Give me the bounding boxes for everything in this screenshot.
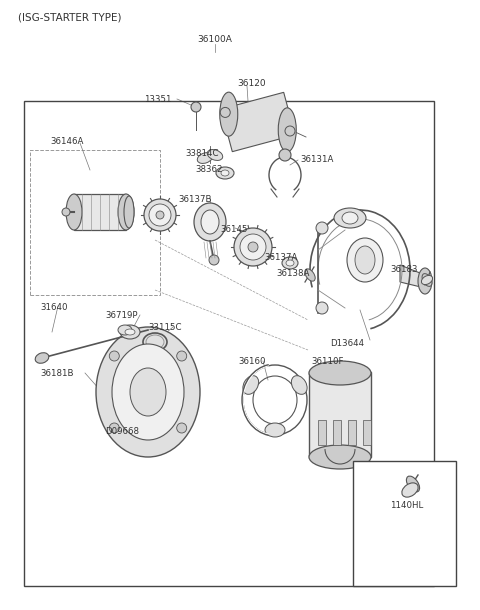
- Ellipse shape: [96, 327, 200, 457]
- Ellipse shape: [35, 353, 49, 364]
- Bar: [30, 150, 160, 295]
- Ellipse shape: [197, 152, 213, 163]
- Ellipse shape: [334, 208, 366, 228]
- Ellipse shape: [220, 107, 230, 117]
- Ellipse shape: [221, 170, 229, 176]
- Text: 36181B: 36181B: [40, 368, 73, 378]
- Polygon shape: [400, 265, 425, 288]
- Ellipse shape: [316, 222, 328, 234]
- Ellipse shape: [130, 368, 166, 416]
- Ellipse shape: [355, 246, 375, 274]
- Ellipse shape: [422, 274, 432, 286]
- Ellipse shape: [407, 476, 420, 492]
- Text: 38362: 38362: [195, 165, 223, 174]
- Bar: [24, 101, 434, 586]
- Ellipse shape: [149, 204, 171, 226]
- Ellipse shape: [234, 228, 272, 266]
- Ellipse shape: [309, 361, 371, 385]
- Ellipse shape: [144, 199, 176, 231]
- Text: D09668: D09668: [105, 428, 139, 437]
- Ellipse shape: [112, 344, 184, 440]
- Bar: [309, 372, 371, 457]
- Ellipse shape: [309, 445, 371, 469]
- Ellipse shape: [285, 126, 295, 136]
- Text: D13644: D13644: [330, 339, 364, 348]
- Ellipse shape: [201, 210, 219, 234]
- Text: (ISG-STARTER TYPE): (ISG-STARTER TYPE): [18, 12, 121, 22]
- Bar: [74, 194, 126, 230]
- Polygon shape: [221, 92, 295, 152]
- Bar: [348, 420, 356, 445]
- Text: 36137B: 36137B: [178, 195, 212, 204]
- Ellipse shape: [220, 92, 238, 136]
- Bar: [353, 461, 456, 586]
- Text: 33115C: 33115C: [148, 323, 181, 332]
- Text: 36146A: 36146A: [50, 137, 84, 146]
- Text: 36719P: 36719P: [105, 312, 137, 320]
- Text: 36131A: 36131A: [300, 156, 334, 165]
- Ellipse shape: [62, 208, 70, 216]
- Ellipse shape: [120, 325, 140, 339]
- Ellipse shape: [66, 194, 82, 230]
- Bar: [363, 420, 371, 445]
- Ellipse shape: [240, 234, 266, 260]
- Ellipse shape: [177, 423, 187, 433]
- Ellipse shape: [402, 483, 418, 497]
- Ellipse shape: [207, 149, 223, 160]
- Ellipse shape: [248, 242, 258, 252]
- Ellipse shape: [305, 269, 315, 281]
- Ellipse shape: [194, 203, 226, 241]
- Ellipse shape: [109, 423, 120, 433]
- Text: 1140HL: 1140HL: [390, 500, 423, 509]
- Ellipse shape: [421, 276, 432, 285]
- Ellipse shape: [216, 167, 234, 179]
- Ellipse shape: [265, 423, 285, 437]
- Text: 36110F: 36110F: [311, 357, 344, 367]
- Text: 36120: 36120: [238, 79, 266, 87]
- Ellipse shape: [316, 302, 328, 314]
- Text: 36183: 36183: [390, 265, 418, 275]
- Ellipse shape: [243, 376, 259, 394]
- Ellipse shape: [209, 255, 219, 265]
- Ellipse shape: [125, 329, 135, 335]
- Text: 36100A: 36100A: [198, 35, 232, 45]
- Ellipse shape: [279, 149, 291, 161]
- Ellipse shape: [282, 257, 298, 269]
- Ellipse shape: [286, 260, 294, 266]
- Ellipse shape: [342, 212, 358, 224]
- Text: 36137A: 36137A: [264, 253, 298, 262]
- Ellipse shape: [291, 376, 307, 394]
- Ellipse shape: [156, 211, 164, 219]
- Ellipse shape: [347, 238, 383, 282]
- Bar: [318, 420, 326, 445]
- Text: 36160: 36160: [238, 357, 265, 367]
- Ellipse shape: [118, 194, 134, 230]
- Ellipse shape: [191, 102, 201, 112]
- Ellipse shape: [109, 351, 120, 361]
- Ellipse shape: [278, 108, 296, 152]
- Text: 13351: 13351: [144, 95, 172, 104]
- Ellipse shape: [177, 351, 187, 361]
- Ellipse shape: [118, 325, 132, 335]
- Ellipse shape: [418, 268, 432, 294]
- Text: 31640: 31640: [40, 303, 68, 312]
- Text: 36138A: 36138A: [276, 270, 310, 279]
- Text: 36145: 36145: [220, 224, 248, 234]
- Ellipse shape: [124, 196, 134, 228]
- Bar: [333, 420, 341, 445]
- Text: 33814C: 33814C: [185, 148, 218, 157]
